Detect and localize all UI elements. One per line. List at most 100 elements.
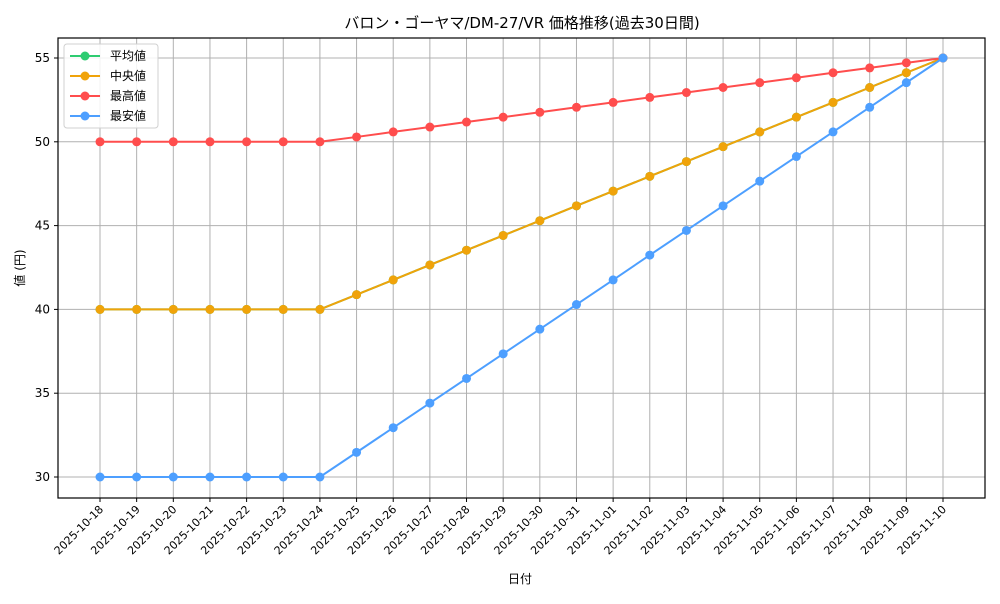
data-point xyxy=(681,225,691,235)
y-axis-label: 値 (円) xyxy=(12,249,27,286)
data-point xyxy=(462,373,472,383)
data-point xyxy=(755,176,765,186)
data-point xyxy=(865,102,875,112)
data-point xyxy=(315,304,325,314)
data-point xyxy=(608,186,618,196)
series-line xyxy=(95,53,948,147)
x-axis-label: 日付 xyxy=(508,572,532,586)
data-point xyxy=(168,137,178,147)
y-axis-ticks: 30 35 40 45 50 55 xyxy=(35,51,58,484)
y-tick-label: 55 xyxy=(35,51,50,65)
legend-label: 平均値 xyxy=(110,48,146,63)
data-point xyxy=(132,137,142,147)
legend-item: 最安値 xyxy=(70,108,146,123)
data-point xyxy=(755,78,765,88)
data-point xyxy=(168,304,178,314)
data-point xyxy=(388,423,398,433)
legend-marker-icon xyxy=(80,71,90,81)
data-point xyxy=(132,472,142,482)
data-point xyxy=(718,82,728,92)
legend-label: 最高値 xyxy=(110,88,146,103)
data-point xyxy=(608,275,618,285)
data-point xyxy=(168,472,178,482)
series-line xyxy=(95,53,948,314)
y-tick-label: 45 xyxy=(35,219,50,233)
data-point xyxy=(608,97,618,107)
data-point xyxy=(645,171,655,181)
legend-item: 最高値 xyxy=(70,88,146,103)
x-axis-ticks: 2025-10-182025-10-192025-10-202025-10-21… xyxy=(52,498,949,557)
data-point xyxy=(278,472,288,482)
legend-marker-icon xyxy=(80,91,90,101)
data-point xyxy=(425,122,435,132)
data-point xyxy=(901,78,911,88)
data-point xyxy=(462,245,472,255)
data-point xyxy=(205,472,215,482)
data-point xyxy=(242,304,252,314)
data-point xyxy=(388,127,398,137)
data-point xyxy=(718,201,728,211)
data-point xyxy=(681,88,691,98)
y-tick-label: 35 xyxy=(35,386,50,400)
legend-label: 中央値 xyxy=(110,68,146,83)
data-point xyxy=(645,250,655,260)
data-point xyxy=(791,152,801,162)
data-point xyxy=(681,157,691,167)
data-point xyxy=(535,216,545,226)
data-point xyxy=(462,117,472,127)
data-point xyxy=(865,63,875,73)
data-point xyxy=(828,97,838,107)
data-point xyxy=(352,132,362,142)
data-point xyxy=(901,68,911,78)
data-point xyxy=(242,472,252,482)
data-point xyxy=(718,142,728,152)
data-point xyxy=(315,472,325,482)
data-point xyxy=(388,275,398,285)
data-point xyxy=(571,201,581,211)
data-point xyxy=(645,92,655,102)
y-tick-label: 40 xyxy=(35,302,50,316)
data-point xyxy=(865,82,875,92)
legend-box xyxy=(63,43,159,129)
data-point xyxy=(901,58,911,68)
data-point xyxy=(205,304,215,314)
data-point xyxy=(242,137,252,147)
series-lines xyxy=(95,53,948,482)
data-point xyxy=(315,137,325,147)
data-point xyxy=(278,304,288,314)
data-point xyxy=(755,127,765,137)
data-point xyxy=(95,137,105,147)
plot-frame xyxy=(57,37,986,499)
grid-lines xyxy=(58,38,985,498)
data-point xyxy=(571,300,581,310)
data-point xyxy=(278,137,288,147)
series-line xyxy=(95,53,948,314)
legend-marker-icon xyxy=(80,111,90,121)
data-point xyxy=(938,53,948,63)
legend-marker-icon xyxy=(80,51,90,61)
data-point xyxy=(535,107,545,117)
data-point xyxy=(205,137,215,147)
series-line xyxy=(95,53,948,482)
data-point xyxy=(828,127,838,137)
data-point xyxy=(425,260,435,270)
y-tick-label: 50 xyxy=(35,135,50,149)
data-point xyxy=(95,304,105,314)
data-point xyxy=(352,290,362,300)
data-point xyxy=(425,398,435,408)
data-point xyxy=(828,68,838,78)
data-point xyxy=(791,73,801,83)
data-point xyxy=(535,324,545,334)
legend-item: 中央値 xyxy=(70,68,146,83)
data-point xyxy=(791,112,801,122)
legend-label: 最安値 xyxy=(110,108,146,123)
legend-item: 平均値 xyxy=(70,48,146,63)
y-tick-label: 30 xyxy=(35,470,50,484)
data-point xyxy=(498,230,508,240)
data-point xyxy=(498,349,508,359)
data-point xyxy=(132,304,142,314)
data-point xyxy=(498,112,508,122)
